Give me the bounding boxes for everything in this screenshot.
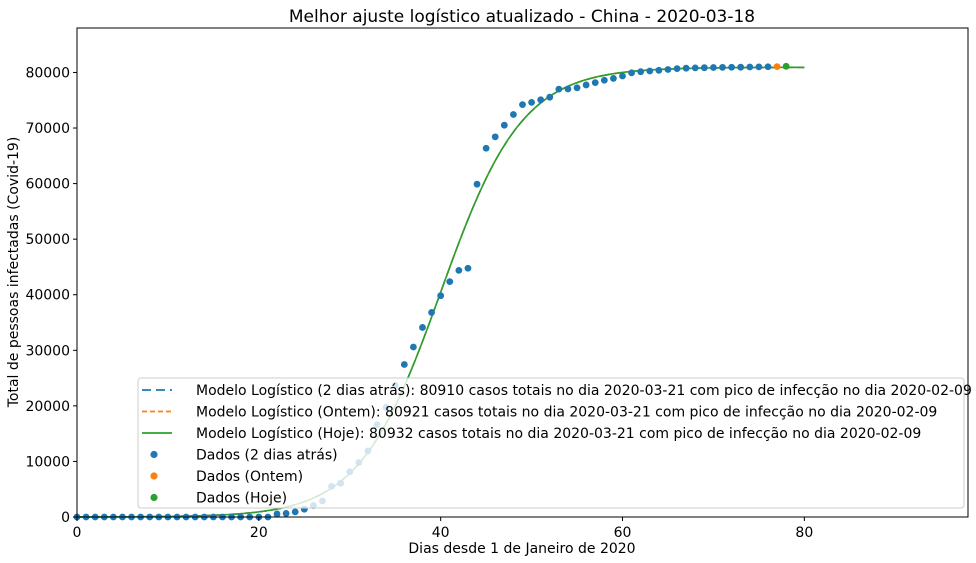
data-point-0 xyxy=(628,69,635,77)
data-point-0 xyxy=(646,67,654,75)
chart-title: Melhor ajuste logístico atualizado - Chi… xyxy=(289,7,755,27)
x-axis-label: Dias desde 1 de Janeiro de 2020 xyxy=(408,541,635,557)
x-tick-label-4: 80 xyxy=(795,525,813,541)
legend-marker-4 xyxy=(150,472,158,480)
y-tick-label-8: 80000 xyxy=(25,65,70,81)
data-point-0 xyxy=(482,144,490,152)
legend-label-3: Dados (2 dias atrás) xyxy=(196,448,338,464)
axes-frame xyxy=(76,27,969,518)
legend-label-0: Modelo Logístico (2 dias atrás): 80910 c… xyxy=(196,383,972,399)
data-point-0 xyxy=(700,64,708,72)
data-point-0 xyxy=(528,98,535,106)
data-point-0 xyxy=(728,63,736,71)
data-point-0 xyxy=(591,79,599,87)
data-point-0 xyxy=(555,85,563,93)
data-point-0 xyxy=(664,66,672,73)
data-point-0 xyxy=(655,66,663,74)
legend: Modelo Logístico (2 dias atrás): 80910 c… xyxy=(137,377,972,509)
y-tick-label-7: 70000 xyxy=(25,121,70,137)
data-point-0 xyxy=(510,111,517,118)
data-point-0 xyxy=(537,96,545,104)
data-point-1 xyxy=(773,63,781,71)
y-axis-label: Total de pessoas infectadas (Covid-19) xyxy=(6,137,22,409)
data-point-0 xyxy=(637,68,645,76)
legend-label-1: Modelo Logístico (Ontem): 80921 casos to… xyxy=(196,405,937,421)
legend-box xyxy=(137,377,965,509)
legend-label-2: Modelo Logístico (Hoje): 80932 casos tot… xyxy=(196,426,921,442)
x-tick-label-1: 20 xyxy=(250,525,268,541)
plot-area: Modelo Logístico (2 dias atrás): 80910 c… xyxy=(25,27,972,541)
y-tick-label-5: 50000 xyxy=(25,232,70,248)
data-point-0 xyxy=(491,133,499,141)
data-point-0 xyxy=(291,508,299,516)
y-tick-label-2: 20000 xyxy=(25,399,70,415)
x-tick-label-2: 40 xyxy=(432,525,450,541)
data-point-0 xyxy=(400,361,408,368)
data-point-0 xyxy=(619,72,626,80)
data-point-0 xyxy=(428,309,435,316)
data-point-0 xyxy=(500,121,508,129)
data-point-0 xyxy=(473,180,481,188)
data-point-0 xyxy=(610,75,617,82)
legend-label-5: Dados (Hoje) xyxy=(196,491,287,507)
data-point-0 xyxy=(719,63,726,71)
data-point-0 xyxy=(764,63,772,71)
data-point-0 xyxy=(682,64,690,72)
data-point-0 xyxy=(282,510,290,517)
data-point-0 xyxy=(582,81,590,89)
data-point-0 xyxy=(273,510,281,518)
data-point-0 xyxy=(755,63,763,71)
data-point-0 xyxy=(519,101,526,109)
data-point-0 xyxy=(446,278,454,286)
data-point-0 xyxy=(464,264,472,272)
x-tick-label-3: 60 xyxy=(614,525,632,541)
data-point-0 xyxy=(410,343,417,351)
data-point-0 xyxy=(746,63,754,71)
data-point-0 xyxy=(419,324,426,331)
data-point-0 xyxy=(673,65,681,73)
y-tick-label-4: 40000 xyxy=(25,288,70,304)
data-point-0 xyxy=(546,93,554,101)
y-tick-label-1: 10000 xyxy=(25,454,70,470)
data-point-0 xyxy=(573,84,581,92)
legend-label-4: Dados (Ontem) xyxy=(196,469,303,485)
data-point-0 xyxy=(737,63,745,71)
data-point-0 xyxy=(600,76,608,84)
data-point-0 xyxy=(710,64,717,71)
data-point-0 xyxy=(691,64,699,72)
y-tick-label-3: 30000 xyxy=(25,343,70,359)
x-tick-label-0: 0 xyxy=(73,525,82,541)
data-point-0 xyxy=(564,85,572,93)
data-point-0 xyxy=(437,292,445,300)
data-point-2 xyxy=(782,62,790,70)
y-tick-label-6: 60000 xyxy=(25,177,70,193)
legend-marker-5 xyxy=(150,493,158,502)
y-tick-label-0: 0 xyxy=(61,510,70,526)
data-point-0 xyxy=(455,266,463,274)
legend-marker-3 xyxy=(150,450,158,459)
